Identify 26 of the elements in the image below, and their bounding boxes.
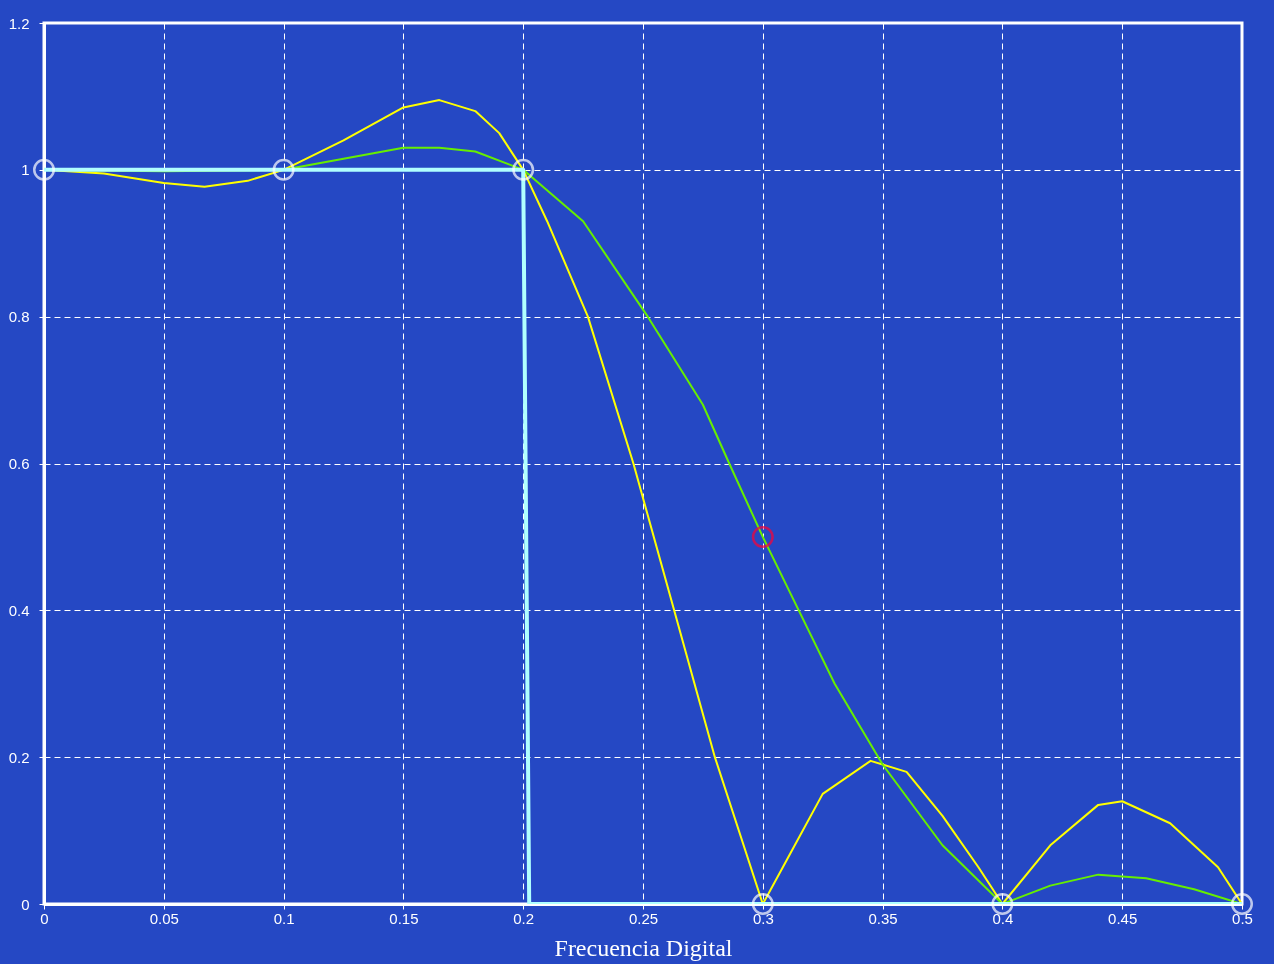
- y-tick-label: 0.4: [8, 601, 30, 619]
- x-tick-label: 0.15: [389, 909, 419, 927]
- x-tick-label: 0.1: [273, 909, 295, 927]
- y-tick-label: 0: [21, 895, 30, 913]
- point: [33, 158, 55, 181]
- x-tick-label: 0.3: [752, 909, 774, 927]
- x-tick-label: 0.05: [149, 909, 179, 927]
- x-tick-label: 0.45: [1108, 909, 1138, 927]
- y-tick-label: 0.2: [8, 748, 30, 766]
- x-tick-label: 0.35: [868, 909, 898, 927]
- x-tick-label: 0.25: [628, 909, 659, 927]
- y-tick-label: 0.6: [8, 455, 30, 472]
- x-axis-title: Frecuencia Digital: [554, 934, 733, 961]
- x-tick-label: 0.4: [992, 909, 1014, 927]
- y-tick-label: 0.8: [8, 308, 30, 326]
- point: [751, 525, 774, 548]
- point: [1231, 893, 1253, 915]
- x-tick-label: 0.2: [513, 909, 535, 927]
- point: [272, 158, 295, 181]
- y-tick-label: 1: [21, 161, 30, 179]
- point: [991, 893, 1014, 915]
- x-tick-label: 0: [40, 909, 49, 927]
- point: [751, 893, 774, 915]
- x-tick-label: 0.5: [1232, 909, 1253, 927]
- point: [512, 158, 535, 181]
- y-tick-label: 1.2: [8, 14, 30, 32]
